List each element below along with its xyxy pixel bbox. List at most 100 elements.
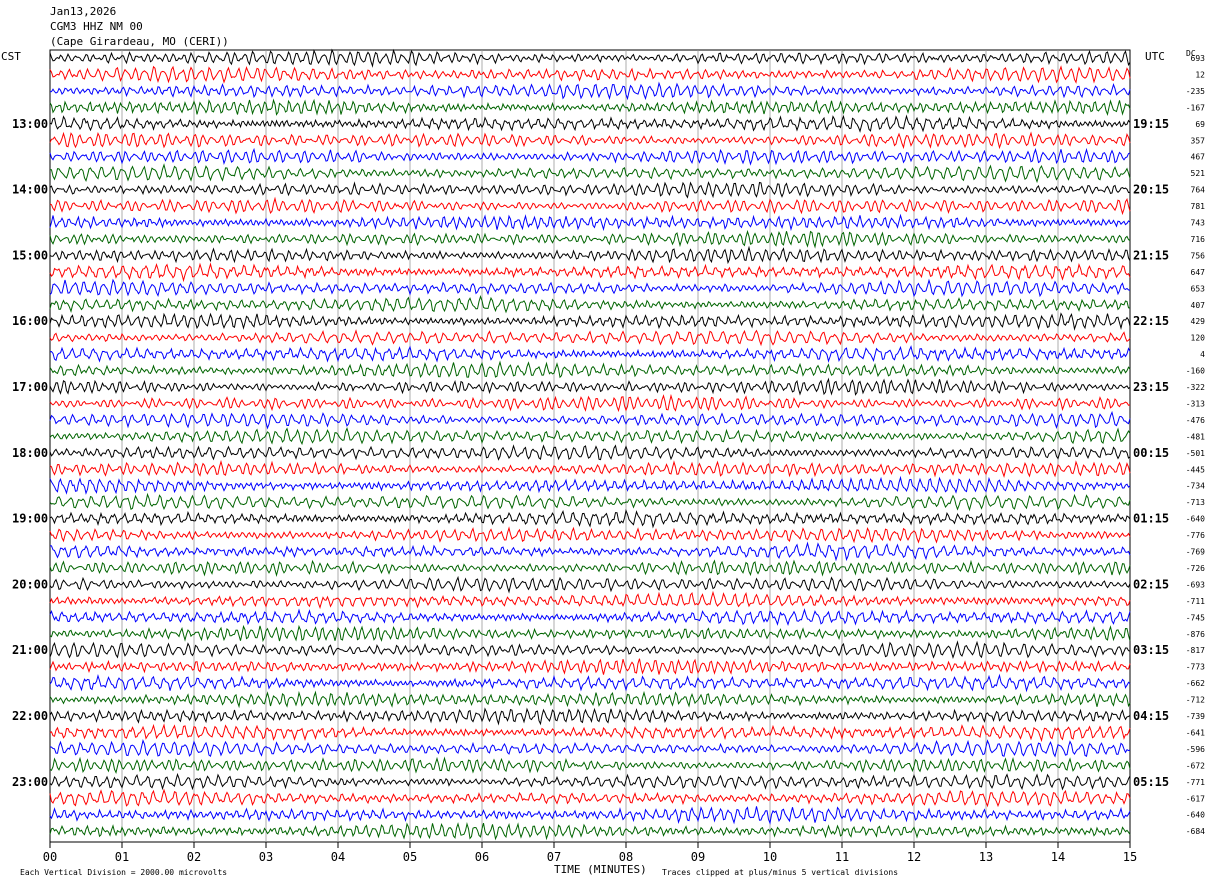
x-tick-label: 15 xyxy=(1123,850,1137,864)
dc-offset-label: -640 xyxy=(1186,811,1205,820)
x-tick-label: 06 xyxy=(475,850,489,864)
seismic-trace xyxy=(49,245,1131,265)
x-tick-label: 08 xyxy=(619,850,633,864)
x-tick-label: 01 xyxy=(115,850,129,864)
seismic-trace xyxy=(49,590,1131,610)
utc-hour-label: 23:15 xyxy=(1133,380,1169,394)
seismic-trace xyxy=(49,690,1131,709)
dc-offset-label: -640 xyxy=(1186,515,1205,524)
seismic-trace xyxy=(49,427,1131,446)
dc-offset-label: -739 xyxy=(1186,712,1205,721)
seismic-trace xyxy=(49,526,1131,544)
dc-offset-label: -167 xyxy=(1186,103,1205,112)
dc-offset-label: -641 xyxy=(1186,728,1205,737)
x-tick-label: 04 xyxy=(331,850,345,864)
seismic-trace xyxy=(49,295,1131,314)
dc-offset-label: -734 xyxy=(1186,482,1205,491)
seismic-trace xyxy=(49,377,1131,396)
seismic-trace xyxy=(49,213,1131,232)
seismic-trace xyxy=(49,673,1131,693)
dc-offset-label: -672 xyxy=(1186,761,1205,770)
utc-axis-title: UTC xyxy=(1145,50,1165,63)
x-tick-label: 12 xyxy=(907,850,921,864)
dc-offset-label: 521 xyxy=(1191,169,1206,178)
cst-hour-label: 13:00 xyxy=(12,117,48,131)
station-code: CGM3 HHZ NM 00 xyxy=(50,20,143,33)
dc-offset-label: -769 xyxy=(1186,548,1205,557)
cst-hour-label: 21:00 xyxy=(12,643,48,657)
dc-offset-label: 716 xyxy=(1191,235,1206,244)
dc-offset-label: -771 xyxy=(1186,778,1205,787)
x-tick-label: 14 xyxy=(1051,850,1065,864)
seismic-trace xyxy=(49,98,1131,116)
dc-offset-label: -160 xyxy=(1186,367,1205,376)
dc-column-title: DC xyxy=(1186,49,1196,58)
cst-hour-label: 15:00 xyxy=(12,248,48,262)
dc-offset-label: 407 xyxy=(1191,301,1206,310)
scale-note: Each Vertical Division = 2000.00 microvo… xyxy=(20,868,228,877)
cst-hour-label: 19:00 xyxy=(12,512,48,526)
seismic-trace xyxy=(49,788,1131,808)
seismic-trace xyxy=(49,329,1131,347)
dc-offset-label: 653 xyxy=(1191,284,1206,293)
utc-hour-label: 02:15 xyxy=(1133,577,1169,591)
seismic-trace xyxy=(49,196,1131,216)
x-tick-label: 00 xyxy=(43,850,57,864)
dc-offset-label: -481 xyxy=(1186,432,1205,441)
cst-hour-label: 17:00 xyxy=(12,380,48,394)
dc-offset-label: -745 xyxy=(1186,613,1205,622)
dc-offset-label: 69 xyxy=(1195,120,1205,129)
dc-offset-label: -776 xyxy=(1186,531,1205,540)
utc-hour-label: 22:15 xyxy=(1133,314,1169,328)
seismic-trace xyxy=(49,278,1131,298)
seismic-trace xyxy=(49,640,1131,660)
x-tick-label: 03 xyxy=(259,850,273,864)
seismic-trace xyxy=(49,806,1131,825)
seismic-trace xyxy=(49,559,1131,577)
cst-hour-label: 16:00 xyxy=(12,314,48,328)
dc-offset-label: -712 xyxy=(1186,696,1205,705)
utc-hour-label: 00:15 xyxy=(1133,446,1169,460)
x-tick-label: 13 xyxy=(979,850,993,864)
x-tick-label: 02 xyxy=(187,850,201,864)
dc-offset-label: -662 xyxy=(1186,679,1205,688)
utc-hour-label: 21:15 xyxy=(1133,248,1169,262)
dc-offset-label: 120 xyxy=(1191,334,1206,343)
x-tick-label: 07 xyxy=(547,850,561,864)
seismic-trace xyxy=(49,262,1131,283)
dc-offset-label: -501 xyxy=(1186,449,1205,458)
seismic-trace xyxy=(49,114,1131,133)
cst-hour-label: 23:00 xyxy=(12,775,48,789)
seismic-trace xyxy=(49,444,1131,461)
dc-offset-label: 467 xyxy=(1191,153,1206,162)
seismic-trace xyxy=(49,707,1131,726)
seismic-trace xyxy=(49,624,1131,643)
dc-offset-label: -322 xyxy=(1186,383,1205,392)
dc-offset-label: -773 xyxy=(1186,663,1205,672)
dc-offset-label: 693 xyxy=(1191,54,1206,63)
seismic-trace xyxy=(49,410,1131,430)
dc-offset-label: 12 xyxy=(1195,70,1205,79)
dc-offset-label: -476 xyxy=(1186,416,1205,425)
seismic-trace xyxy=(50,163,1131,184)
dc-offset-label: 764 xyxy=(1191,186,1206,195)
utc-hour-label: 01:15 xyxy=(1133,512,1169,526)
seismic-trace xyxy=(49,181,1131,199)
station-location: (Cape Girardeau, MO (CERI)) xyxy=(50,35,229,48)
seismic-trace xyxy=(49,48,1131,68)
seismic-trace xyxy=(49,772,1131,791)
seismic-trace xyxy=(49,723,1131,743)
dc-offset-label: -726 xyxy=(1186,564,1205,573)
dc-offset-label: -693 xyxy=(1186,580,1205,589)
dc-offset-label: -596 xyxy=(1186,745,1205,754)
dc-offset-label: -313 xyxy=(1186,399,1205,408)
dc-offset-label: 756 xyxy=(1191,251,1206,260)
seismic-trace xyxy=(49,821,1131,841)
seismic-trace xyxy=(49,393,1131,413)
seismic-trace xyxy=(49,475,1131,495)
cst-hour-label: 20:00 xyxy=(12,577,48,591)
x-tick-label: 05 xyxy=(403,850,417,864)
seismic-trace xyxy=(49,147,1131,166)
dc-offset-label: -235 xyxy=(1186,87,1205,96)
